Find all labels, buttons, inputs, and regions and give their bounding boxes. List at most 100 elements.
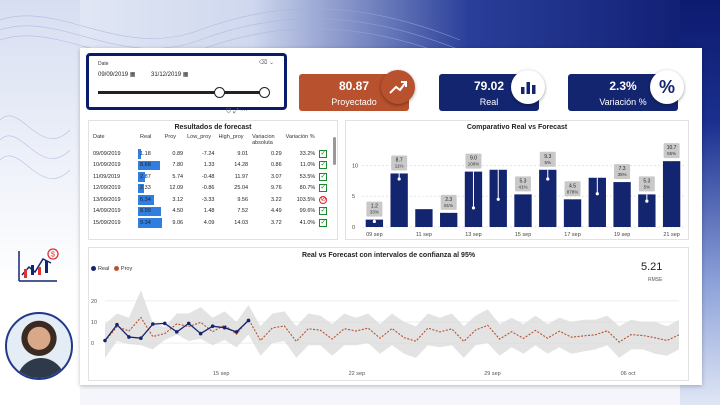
real-data-bar [138, 195, 155, 205]
calendar-icon[interactable]: ▦ [129, 72, 136, 78]
variacion-pct-cell: 103.5% [296, 196, 316, 203]
annotation-box [564, 181, 581, 197]
presenter-avatar [5, 312, 73, 380]
annotation-box [515, 176, 531, 192]
real-point [174, 330, 179, 334]
bar [365, 219, 384, 227]
bar [563, 199, 582, 227]
annotation-box [638, 176, 655, 192]
variacion-pct-cell: 99.6% [299, 208, 316, 215]
check-icon: ✓ [319, 149, 328, 158]
low-proy-cell: 1.48 [203, 208, 215, 215]
low-proy-cell: -7.24 [201, 150, 215, 157]
real-cell: 9.34 [138, 217, 163, 229]
forecast-interval-chart: Real vs Forecast con intervalos de confi… [88, 247, 689, 381]
chart-title: Real vs Forecast con intervalos de confi… [301, 252, 476, 259]
date-cell: 14/09/2019 [93, 208, 121, 215]
range-start-handle[interactable] [214, 87, 225, 98]
kpi-proyectado: 80.87 Proyectado [299, 70, 415, 111]
table-row[interactable]: 14/09/2019 8.99 4.50 1.48 7.52 4.49 99.6% ✓ [91, 206, 333, 218]
svg-text:$: $ [51, 252, 55, 259]
forecast-marker [570, 165, 575, 169]
legend-real-label: Real [98, 266, 110, 272]
table-row[interactable]: 09/09/2019 1.18 0.89 -7.24 9.01 0.29 33.2% ✓ [91, 148, 333, 160]
x-tick-label: 17 sep [564, 232, 581, 238]
forecast-marker [645, 199, 649, 203]
x-tick-label: 13 sep [465, 232, 482, 238]
table-row[interactable]: 13/09/2019 6.34 3.12 -3.33 9.56 3.22 103.5% ⊘ [91, 194, 333, 206]
warning-icon: ⊘ [319, 195, 328, 204]
rmse-label: RMSE [648, 277, 663, 283]
x-tick-label: 15 sep [515, 232, 532, 238]
start-date-input[interactable]: 09/09/2019 ▦ [98, 72, 136, 78]
range-end-handle[interactable] [259, 87, 270, 98]
forecast-marker [496, 197, 500, 201]
real-cell: 8.99 [138, 206, 163, 218]
table-header-row: Date Real Proy Low_proy High_proy Variacion a… [91, 134, 333, 148]
real-data-bar [138, 172, 146, 182]
kpi-real: 79.02 Real [439, 70, 545, 111]
bar [440, 212, 458, 227]
forecast-marker [447, 150, 451, 155]
table-row[interactable]: 15/09/2019 9.34 9.06 4.09 14.03 3.72 41.0% ✓ [91, 217, 333, 229]
forecast-results-table: Resultados de forecast Date Real Proy Low_p… [88, 120, 338, 240]
annotation-value: 2.3 [445, 197, 452, 203]
column-header[interactable]: Variación % [285, 134, 315, 140]
proy-cell: 7.80 [172, 162, 184, 169]
annotation-percent: 5% [545, 160, 552, 165]
column-header[interactable]: Real [140, 134, 152, 140]
annotation-value: 5.3 [643, 178, 650, 184]
check-icon: ✓ [319, 161, 328, 170]
annotation-percent: 41% [518, 184, 527, 189]
legend-proy-label: Proy [120, 266, 133, 272]
end-date-input[interactable]: 31/12/2019 ▦ [151, 72, 189, 78]
x-tick-label: 22 sep [349, 371, 366, 377]
legend-proy-marker [113, 266, 119, 272]
annotation-percent: 5% [644, 184, 651, 189]
real-cell: 1.18 [138, 149, 151, 159]
focus-mode-icon[interactable]: ⤢ [233, 108, 239, 115]
more-options-icon[interactable]: ⋯ [240, 108, 248, 115]
annotation-value: 7.3 [619, 166, 626, 172]
x-tick-label: 19 sep [614, 232, 631, 238]
real-point [103, 338, 107, 343]
annotation-value: 1.2 [371, 204, 378, 210]
variacion-pct-cell: 11.0% [300, 162, 316, 169]
annotation-box [663, 143, 680, 159]
status-cell: ✓ [317, 183, 333, 195]
bar [415, 209, 433, 227]
variacion-pct-cell: 53.5% [299, 173, 316, 180]
forecast-marker [397, 177, 401, 181]
slicer-options-icon[interactable]: ⌫ ⌄ [258, 60, 274, 66]
table-row[interactable]: 12/09/2019 2.33 12.09 -0.86 25.04 9.76 80.7% ✓ [91, 183, 333, 195]
status-cell: ✓ [317, 171, 333, 183]
column-header[interactable]: Variacion absoluta [252, 134, 275, 146]
calendar-icon[interactable]: ▦ [182, 72, 189, 78]
annotation-value: 8.7 [396, 157, 403, 163]
real-data-bar [138, 218, 162, 228]
variacion-pct-cell: 33.2% [299, 150, 316, 157]
annotation-value: 9.3 [544, 154, 551, 160]
column-header[interactable]: High_proy [218, 134, 244, 140]
table-scrollbar[interactable] [333, 137, 336, 165]
annotation-value: 4.5 [569, 183, 576, 189]
annotation-box [391, 155, 408, 171]
date-range-track[interactable] [98, 91, 264, 94]
column-header[interactable] [317, 134, 333, 148]
real-point [127, 335, 131, 339]
forecast-marker [422, 190, 426, 194]
real-point [234, 330, 239, 334]
column-header[interactable]: Low_proy [187, 134, 211, 140]
annotation-box [366, 201, 383, 217]
table-row[interactable]: 11/09/2019 2.87 5.74 -0.48 11.97 3.07 53.5% ✓ [91, 171, 333, 183]
low-proy-cell: 1.33 [203, 162, 215, 169]
date-slicer[interactable]: Date ⌫ ⌄ 09/09/2019 ▦ 31/12/2019 ▦ [86, 53, 287, 110]
proy-cell: 12.09 [169, 185, 184, 192]
y-tick-label: 0 [91, 341, 94, 347]
column-header[interactable]: Proy [164, 134, 176, 140]
x-tick-label: 29 sep [484, 371, 501, 377]
x-tick-label: 06 oct [621, 371, 636, 377]
table-row[interactable]: 10/09/2019 8.68 7.80 1.33 14.28 0.86 11.0% ✓ [91, 160, 333, 172]
filter-icon[interactable]: ⛉ [226, 108, 232, 115]
column-header[interactable]: Date [93, 134, 105, 140]
